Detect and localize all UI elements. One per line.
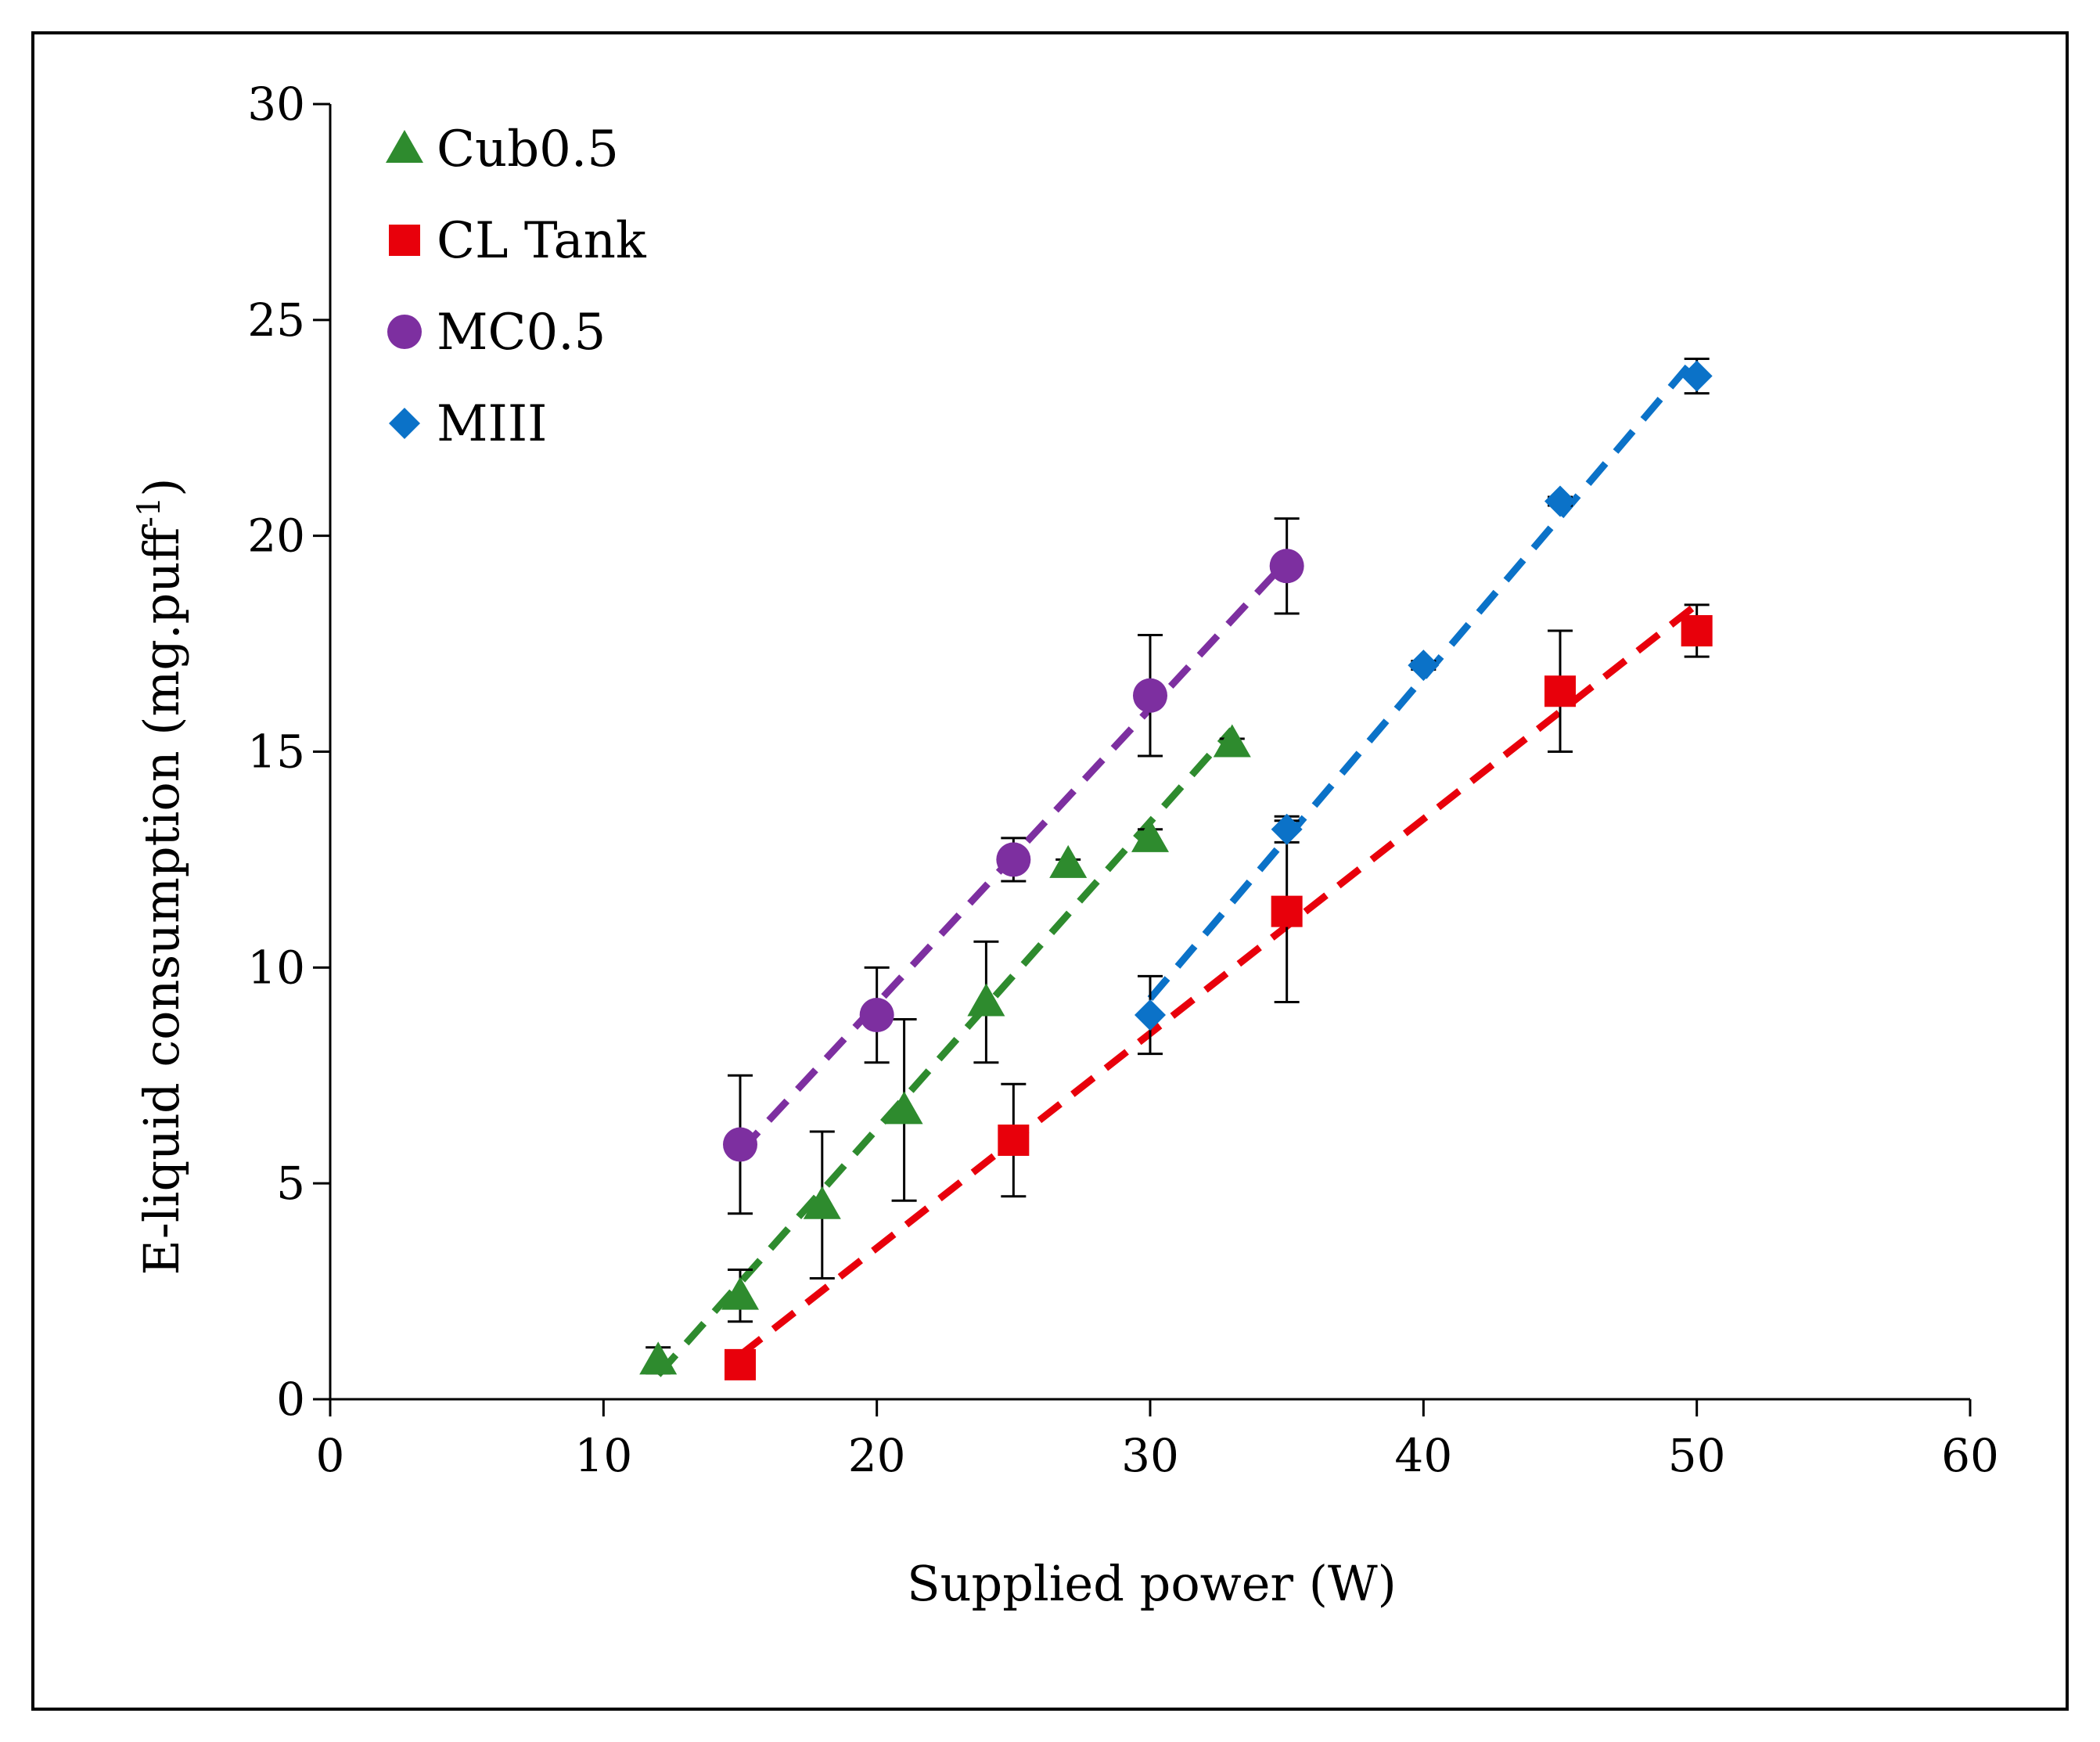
- y-axis-title-main: E-liquid consumption (mg.puff: [133, 524, 190, 1276]
- data-point-MIII: [1681, 360, 1713, 392]
- y-tick-label: 5: [276, 1157, 305, 1210]
- y-tick-label: 15: [247, 725, 305, 779]
- data-point-CL Tank: [998, 1125, 1030, 1156]
- legend-item: MIII: [389, 395, 547, 453]
- y-axis-title: E-liquid consumption (mg.puff-1): [131, 478, 190, 1276]
- legend-marker-Cub0.5: [386, 130, 423, 163]
- data-markers: [639, 360, 1713, 1380]
- data-point-CL Tank: [725, 1348, 756, 1380]
- y-tick-label: 30: [247, 77, 305, 131]
- data-point-MC0.5: [723, 1127, 757, 1162]
- x-tick-label: 20: [848, 1429, 906, 1482]
- data-point-MIII: [1408, 650, 1440, 682]
- data-point-MIII: [1271, 813, 1303, 845]
- axes: 0 5 10 15 20 25 30 0 10 20 30 40 50 60: [247, 77, 1999, 1482]
- data-point-CL Tank: [1544, 675, 1576, 707]
- data-point-Cub0.5: [885, 1091, 923, 1125]
- trendlines: [655, 354, 1700, 1377]
- y-tick-label: 0: [276, 1373, 305, 1426]
- y-tick-label: 25: [247, 293, 305, 347]
- legend-item: CL Tank: [389, 212, 647, 270]
- y-axis-title-close: ): [133, 478, 190, 497]
- y-axis-title-superscript: -1: [131, 497, 167, 527]
- x-tick-label: 10: [574, 1429, 632, 1482]
- data-point-Cub0.5: [1213, 724, 1251, 758]
- legend-label: MIII: [437, 395, 547, 453]
- data-point-CL Tank: [1681, 615, 1713, 647]
- data-point-CL Tank: [1271, 895, 1303, 927]
- data-point-MC0.5: [996, 842, 1031, 877]
- x-tick-label: 40: [1394, 1429, 1452, 1482]
- legend-label: CL Tank: [437, 212, 647, 270]
- legend-marker-MIII: [389, 408, 420, 439]
- legend-marker-CL Tank: [389, 225, 420, 256]
- data-point-Cub0.5: [721, 1276, 759, 1310]
- data-point-MC0.5: [1133, 678, 1167, 713]
- legend-label: MC0.5: [437, 304, 606, 362]
- data-point-MIII: [1544, 485, 1576, 517]
- trendline-CL Tank: [738, 601, 1699, 1359]
- figure-frame: [31, 31, 2069, 1711]
- data-point-Cub0.5: [1049, 844, 1088, 878]
- error-bars: [645, 357, 1710, 1375]
- data-point-Cub0.5: [803, 1186, 841, 1219]
- x-tick-label: 50: [1668, 1429, 1726, 1482]
- legend-item: Cub0.5: [386, 121, 619, 178]
- x-tick-label: 0: [316, 1429, 345, 1482]
- data-point-MIII: [1135, 999, 1166, 1031]
- x-axis-title: Supplied power (W): [907, 1555, 1397, 1612]
- data-point-Cub0.5: [1131, 819, 1169, 852]
- trendline-MIII: [1147, 354, 1700, 1001]
- legend-label: Cub0.5: [437, 121, 619, 178]
- data-point-Cub0.5: [967, 983, 1005, 1017]
- x-tick-label: 60: [1941, 1429, 1999, 1482]
- legend-item: MC0.5: [387, 304, 606, 362]
- data-point-MC0.5: [859, 998, 894, 1033]
- legend: Cub0.5 CL Tank MC0.5 MIII: [386, 121, 647, 453]
- y-tick-label: 20: [247, 509, 305, 563]
- legend-marker-MC0.5: [387, 315, 422, 349]
- trendline-Cub0.5: [655, 727, 1235, 1377]
- data-point-Cub0.5: [639, 1341, 678, 1375]
- data-point-MC0.5: [1269, 549, 1304, 584]
- x-tick-label: 30: [1121, 1429, 1179, 1482]
- y-tick-label: 10: [247, 941, 305, 994]
